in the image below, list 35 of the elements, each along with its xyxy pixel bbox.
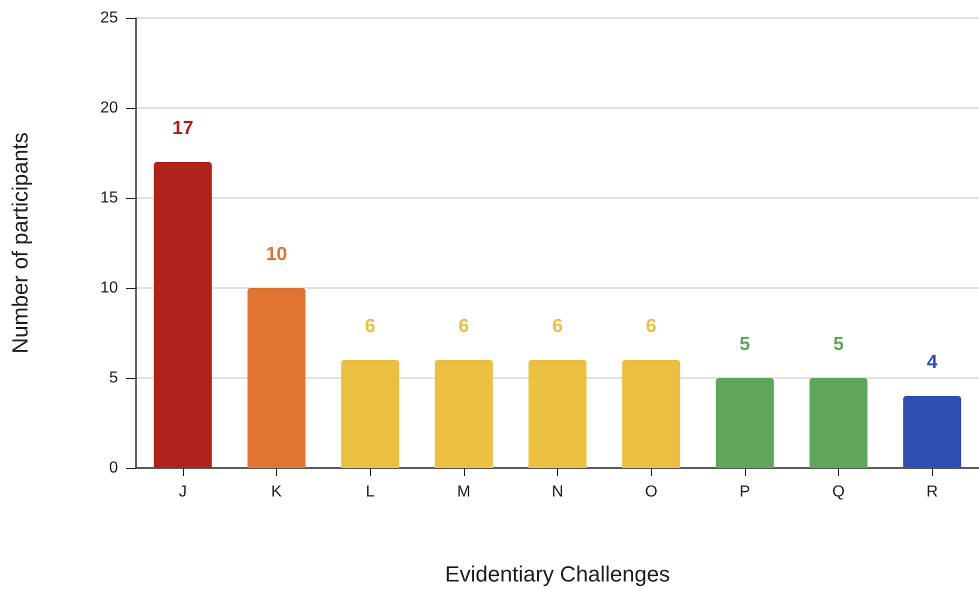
y-tick-label: 0 [109,460,118,476]
data-label: 10 [266,244,288,265]
data-label: 5 [740,334,751,355]
x-tick-label: K [271,484,282,500]
data-label: 6 [552,316,563,337]
data-label: 6 [458,316,470,337]
y-tick-label: 5 [109,370,118,386]
y-tick-label: 15 [100,190,118,206]
bar [248,288,306,468]
x-axis-title: Evidentiary Challenges [444,562,670,586]
x-tick-label: L [366,484,375,500]
y-tick-label: 10 [100,280,118,296]
bar [622,360,680,468]
x-tick-label: J [178,484,187,500]
x-tick-label: M [457,484,470,500]
x-tick-label: P [739,484,750,500]
data-label: 6 [364,316,376,337]
bar [154,162,212,468]
x-tick-label: R [926,484,938,500]
y-axis-title: Number of participants [8,132,32,354]
y-tick-label: 25 [100,10,118,26]
y-tick-label: 20 [100,100,118,116]
bar [810,378,868,468]
bar [434,360,493,468]
data-label: 4 [926,352,938,373]
bar [903,396,962,468]
data-label: 5 [833,334,844,355]
data-label: 17 [172,118,194,139]
bar [341,360,400,468]
bar [528,360,586,468]
data-label: 6 [646,316,656,337]
bar [716,378,774,468]
x-tick-label: N [552,484,564,500]
x-tick-label: O [644,484,658,500]
x-tick-label: Q [832,484,845,500]
